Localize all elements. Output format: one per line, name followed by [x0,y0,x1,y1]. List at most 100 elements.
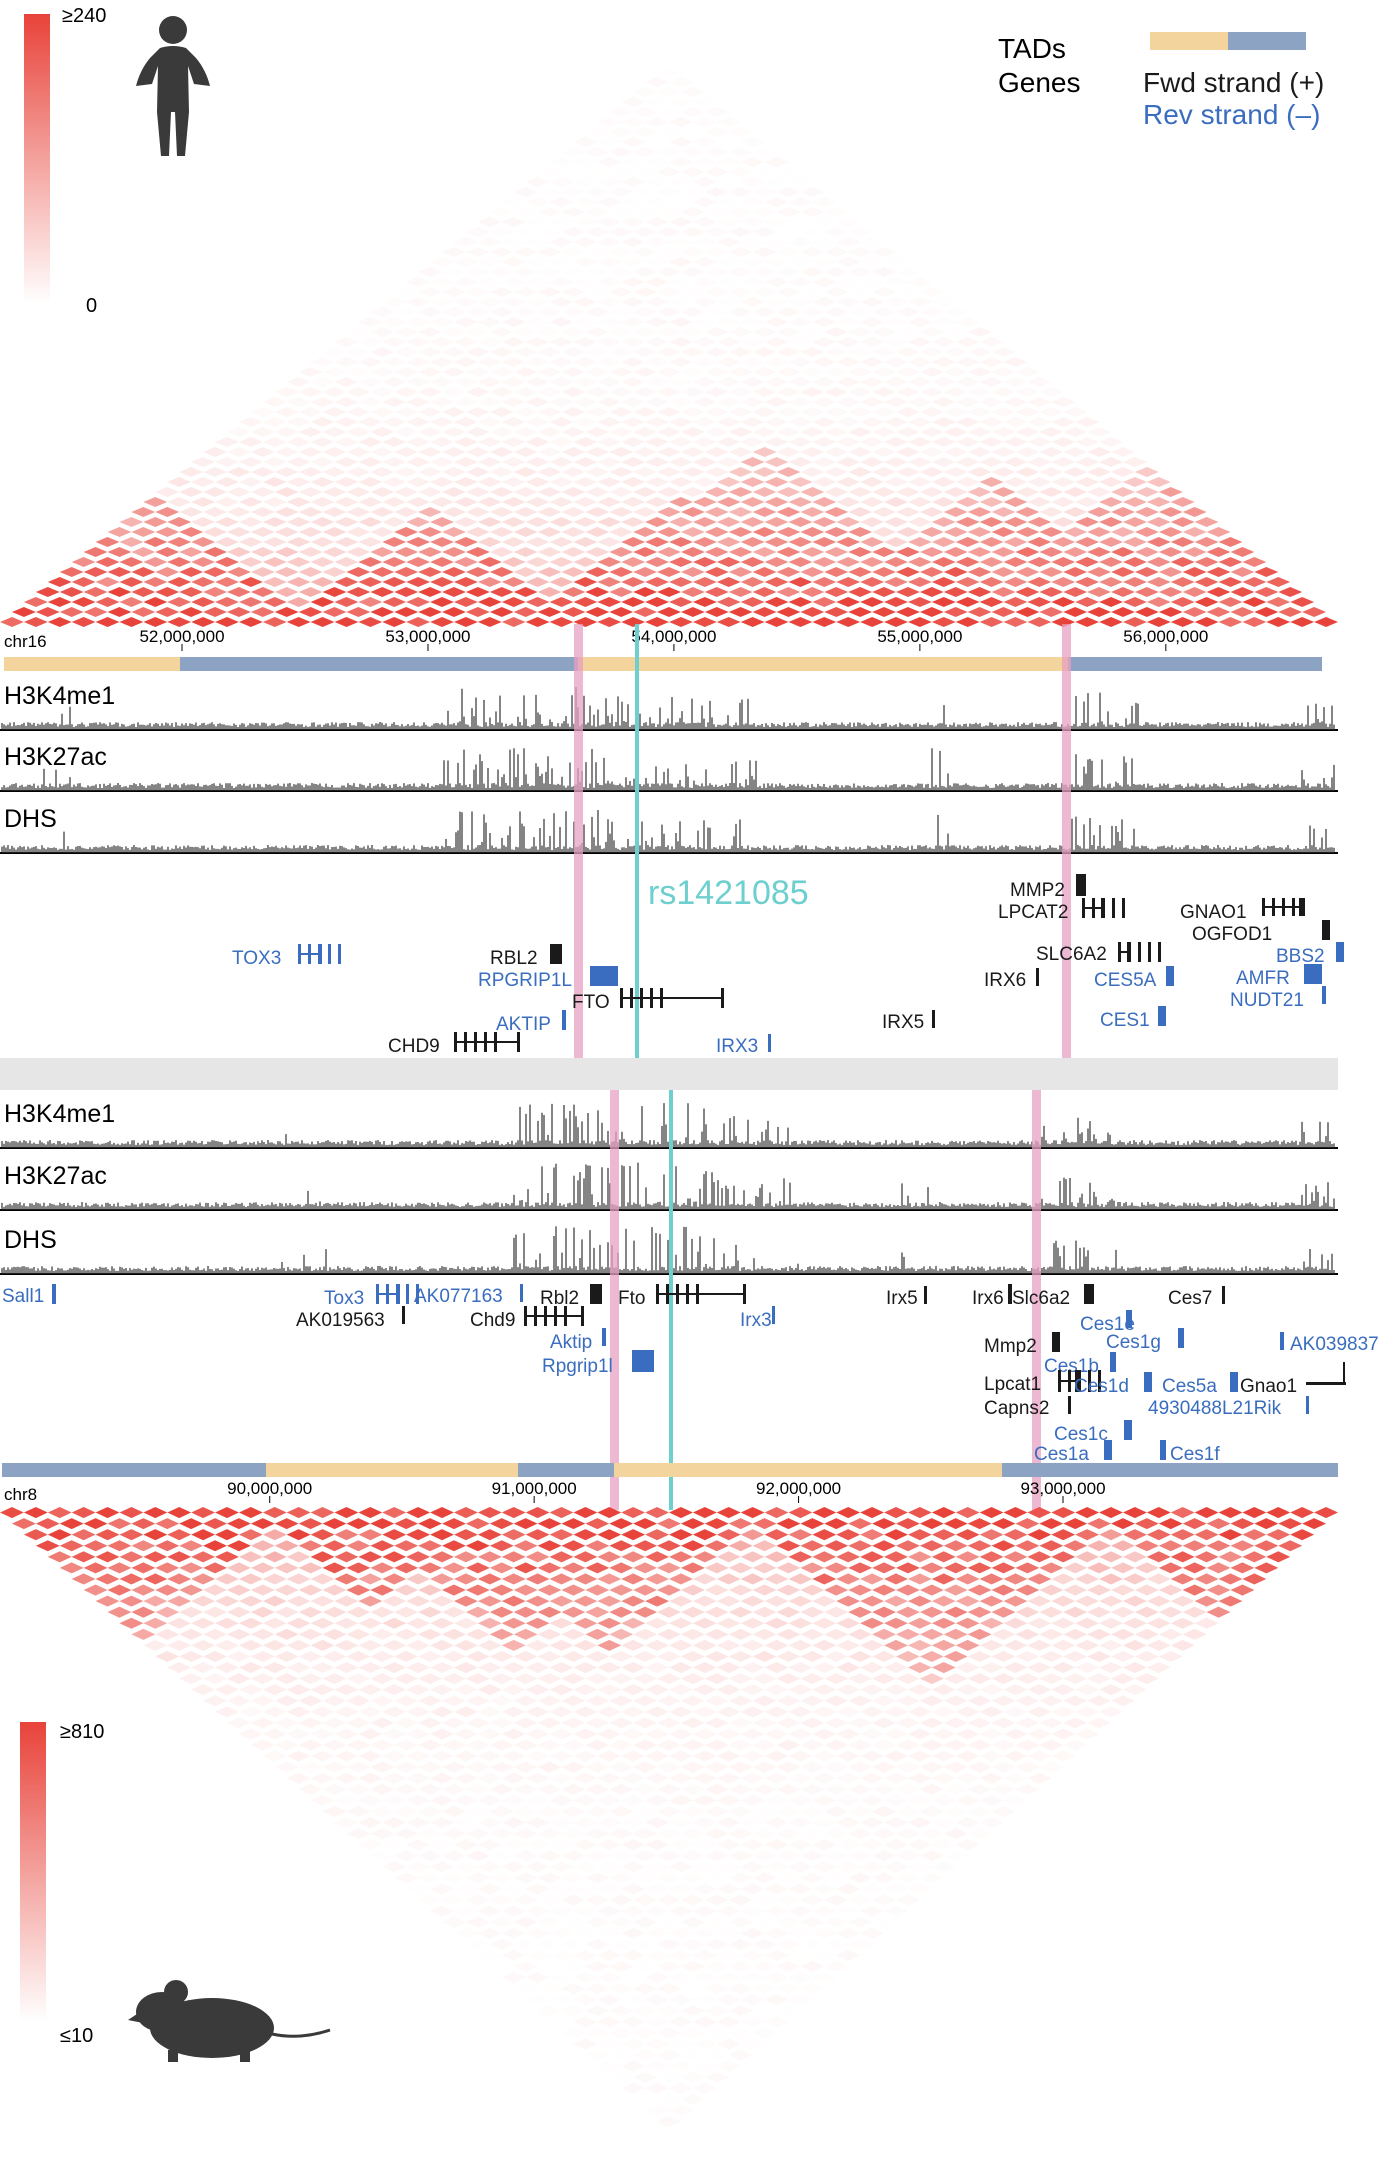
heatmap-cell [525,577,550,587]
heatmap-cell [358,1573,383,1585]
heatmap-cell [621,617,646,627]
heatmap-cell [489,1606,514,1618]
gene-exon [640,988,643,1008]
heatmap-cell [215,1595,239,1607]
heatmap-cell [1039,467,1064,477]
heatmap-cell [298,447,323,457]
heatmap-cell [919,387,944,397]
heatmap-cell [561,447,586,457]
heatmap-cell [860,1573,885,1585]
heatmap-cell [979,357,1004,367]
heatmap-cell [203,607,227,617]
heatmap-cell [657,1518,681,1530]
heatmap-cell [346,607,371,617]
heatmap-cell [776,607,801,617]
heatmap-cell [549,177,574,187]
heatmap-cell [274,387,299,397]
heatmap-cell [848,487,873,497]
heatmap-cell [549,417,574,427]
heatmap-cell [716,457,741,467]
heatmap-cell [633,2093,658,2105]
heatmap-cell [262,1684,287,1696]
heatmap-cell [776,1783,801,1795]
gene-label: Ces1a [1034,1444,1089,1465]
heatmap-cell [525,1617,550,1629]
heatmap-cell [370,527,395,537]
heatmap-cell [1027,517,1052,527]
heatmap-cell [633,1850,658,1862]
heatmap-cell [453,477,478,487]
heatmap-cell [669,297,693,307]
heatmap-cell [979,1706,1004,1718]
heatmap-cell [943,447,968,457]
heatmap-cell [621,357,646,367]
heatmap-cell [477,497,502,507]
heatmap-cell [812,1706,837,1718]
heatmap-cell [501,417,526,427]
gene-exon [524,1306,527,1326]
gene-label: Tox3 [324,1288,364,1309]
heatmap-cell [215,597,239,607]
heatmap-cell [931,1662,956,1674]
heatmap-cell [848,267,873,277]
heatmap-cell [394,1518,419,1530]
heatmap-cell [764,577,789,587]
heatmap-cell [1003,477,1028,487]
heatmap-cell [824,227,849,237]
heatmap-cell [1087,1717,1112,1729]
heatmap-cell [645,217,669,227]
heatmap-cell [442,327,466,337]
heatmap-cell [442,367,466,377]
heatmap-cell [274,1650,299,1662]
heatmap-cell [752,407,777,417]
heatmap-cell [286,1617,311,1629]
heatmap-cell [1087,587,1112,597]
heatmap-cell [621,1573,646,1585]
heatmap-cell [716,477,741,487]
heatmap-cell [465,1938,490,1950]
heatmap-cell [501,617,526,627]
heatmap-cell [286,1706,311,1718]
heatmap-cell [931,1728,956,1740]
heatmap-cell [692,557,717,567]
heatmap-cell [704,567,729,577]
heatmap-cell [788,1772,813,1784]
heatmap-cell [704,1938,729,1950]
heatmap-cell [597,317,622,327]
heatmap-cell [812,457,837,467]
heatmap-cell [1027,497,1052,507]
heatmap-cell [394,1673,419,1685]
heatmap-cell [764,1794,789,1806]
heatmap-cell [621,1551,646,1563]
heatmap-cell [83,1584,108,1596]
heatmap-cell [334,577,359,587]
heatmap-cell [776,447,801,457]
heatmap-cell [513,1805,538,1817]
heatmap-cell [310,1794,335,1806]
heatmap-cell [621,97,646,107]
heatmap-cell [692,137,717,147]
heatmap-cell [370,1805,395,1817]
heatmap-cell [442,407,466,417]
heatmap-cell [191,1507,216,1519]
heatmap-cell [836,1794,861,1806]
heatmap-cell [394,587,419,597]
heatmap-cell [573,1772,598,1784]
heatmap-cell [143,597,168,607]
heatmap-cell [525,1772,550,1784]
heatmap-cell [1146,1551,1171,1563]
heatmap-cell [382,1750,407,1762]
heatmap-cell [298,427,323,437]
heatmap-cell [191,517,216,527]
heatmap-cell [561,1872,586,1884]
heatmap-cell [1075,417,1100,427]
heatmap-cell [680,267,705,277]
heatmap-cell [489,1894,514,1906]
heatmap-cell [680,1540,705,1552]
heatmap-cell [788,1839,813,1851]
heatmap-cell [489,367,514,377]
heatmap-cell [955,337,980,347]
heatmap-cell [370,307,395,317]
heatmap-cell [561,1695,586,1707]
heatmap-cell [561,607,586,617]
